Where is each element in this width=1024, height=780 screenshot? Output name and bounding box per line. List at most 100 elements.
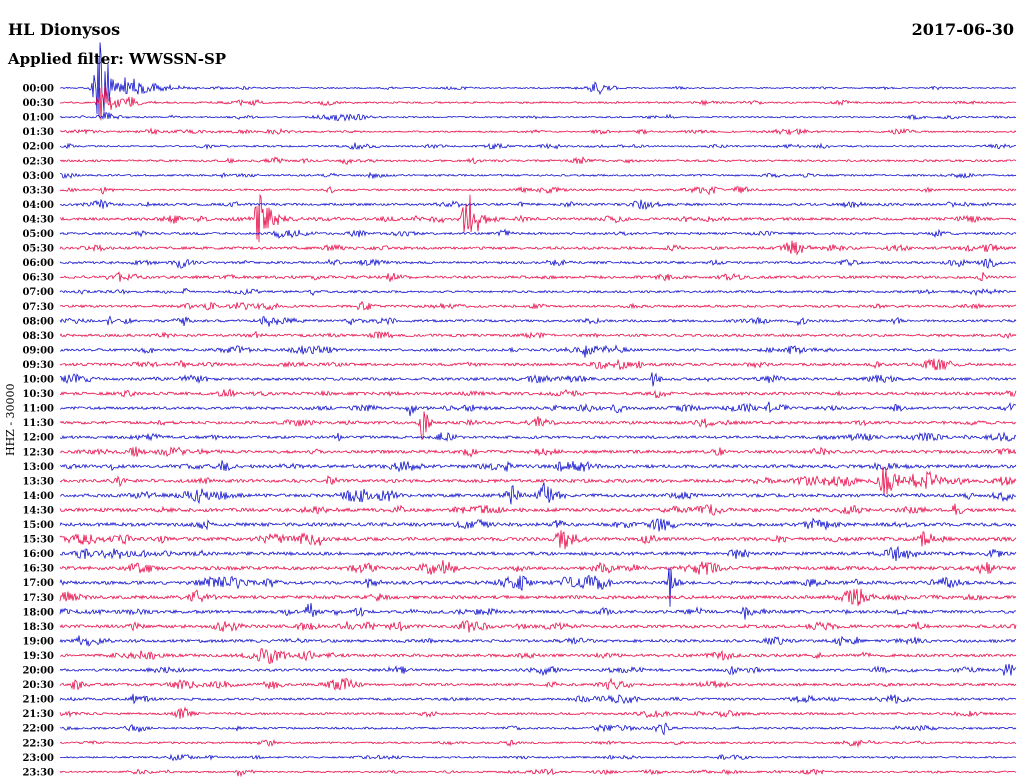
- time-label: 16:00: [22, 549, 54, 560]
- time-label: 07:30: [22, 302, 54, 313]
- time-label: 15:00: [22, 520, 54, 531]
- time-label: 14:30: [22, 506, 54, 517]
- trace-08:00: [59, 315, 1017, 327]
- time-label: 14:00: [22, 491, 54, 502]
- trace-10:00: [59, 372, 1017, 387]
- trace-23:30: [59, 767, 1017, 778]
- trace-19:30: [59, 648, 1017, 665]
- time-label: 10:00: [22, 375, 54, 386]
- trace-07:00: [59, 287, 1017, 297]
- trace-06:00: [59, 257, 1017, 269]
- trace-15:00: [59, 517, 1017, 532]
- trace-11:30: [59, 411, 1017, 440]
- time-label: 23:30: [22, 767, 54, 778]
- time-label: 22:00: [22, 724, 54, 735]
- trace-01:00: [59, 111, 1017, 122]
- time-label: 18:00: [22, 607, 54, 618]
- trace-02:00: [59, 142, 1017, 151]
- trace-13:30: [59, 466, 1017, 495]
- time-label: 17:00: [22, 578, 54, 589]
- time-label: 23:00: [22, 753, 54, 764]
- time-label: 04:30: [22, 215, 54, 226]
- time-label: 19:30: [22, 651, 54, 662]
- trace-00:30: [59, 85, 1017, 121]
- trace-00:00: [59, 42, 1017, 117]
- time-label: 12:30: [22, 447, 54, 458]
- trace-20:30: [59, 677, 1017, 691]
- time-label: 06:00: [22, 258, 54, 269]
- time-label: 03:00: [22, 171, 54, 182]
- time-label: 12:00: [22, 433, 54, 444]
- trace-13:00: [59, 460, 1017, 473]
- time-label: 22:30: [22, 738, 54, 749]
- trace-18:30: [59, 620, 1017, 633]
- time-label: 16:30: [22, 564, 54, 575]
- time-label: 08:30: [22, 331, 54, 342]
- trace-04:30: [59, 193, 1017, 243]
- trace-23:00: [59, 753, 1017, 762]
- trace-07:30: [59, 300, 1016, 311]
- time-label: 20:00: [22, 666, 54, 677]
- time-label: 04:00: [22, 200, 54, 211]
- time-label: 06:30: [22, 273, 54, 284]
- trace-15:30: [59, 530, 1017, 550]
- trace-22:00: [59, 722, 1017, 736]
- time-label: 00:30: [22, 98, 54, 109]
- trace-14:30: [59, 503, 1017, 516]
- time-label: 08:00: [22, 316, 54, 327]
- time-label: 00:00: [22, 84, 54, 95]
- trace-09:30: [59, 358, 1017, 371]
- trace-17:30: [59, 588, 1017, 606]
- time-label: 07:00: [22, 287, 54, 298]
- trace-06:30: [59, 271, 1017, 282]
- trace-04:00: [59, 198, 1017, 211]
- trace-16:00: [60, 545, 1017, 562]
- trace-17:00: [59, 567, 1017, 607]
- time-label: 09:30: [22, 360, 54, 371]
- time-label: 20:30: [22, 680, 54, 691]
- time-label: 19:00: [22, 636, 54, 647]
- time-label: 10:30: [22, 389, 54, 400]
- trace-10:30: [59, 388, 1017, 399]
- time-label: 01:00: [22, 113, 54, 124]
- trace-12:00: [59, 431, 1017, 442]
- time-label: 17:30: [22, 593, 54, 604]
- time-label: 01:30: [22, 127, 54, 138]
- trace-22:30: [59, 738, 1017, 748]
- time-label: 05:00: [22, 229, 54, 240]
- trace-16:30: [59, 560, 1017, 575]
- trace-08:30: [59, 330, 1017, 340]
- trace-19:00: [59, 635, 1017, 647]
- trace-20:00: [59, 663, 1017, 677]
- trace-21:30: [59, 706, 1017, 719]
- trace-01:30: [59, 127, 1017, 136]
- trace-18:00: [59, 603, 1017, 620]
- time-label: 15:30: [22, 535, 54, 546]
- time-label: 21:30: [22, 709, 54, 720]
- trace-11:00: [59, 401, 1017, 417]
- date-label: 2017-06-30: [911, 20, 1014, 39]
- trace-05:30: [59, 240, 1017, 256]
- trace-09:00: [59, 344, 1017, 358]
- station-title: HL Dionysos: [8, 20, 121, 39]
- time-label: 13:30: [22, 476, 54, 487]
- time-label: 13:00: [22, 462, 54, 473]
- time-label: 11:00: [22, 404, 54, 415]
- time-label: 09:00: [22, 345, 54, 356]
- time-label: 05:30: [22, 244, 54, 255]
- time-label: 11:30: [22, 418, 54, 429]
- time-label: 21:00: [22, 695, 54, 706]
- time-label: 03:30: [22, 185, 54, 196]
- time-label: 02:30: [22, 156, 54, 167]
- trace-03:00: [59, 171, 1017, 179]
- trace-02:30: [59, 156, 1017, 166]
- trace-14:00: [59, 482, 1017, 505]
- trace-05:00: [59, 228, 1017, 239]
- time-label: 18:30: [22, 622, 54, 633]
- time-label: 02:00: [22, 142, 54, 153]
- trace-03:30: [59, 185, 1017, 196]
- trace-21:00: [59, 693, 1017, 705]
- trace-12:30: [59, 446, 1017, 458]
